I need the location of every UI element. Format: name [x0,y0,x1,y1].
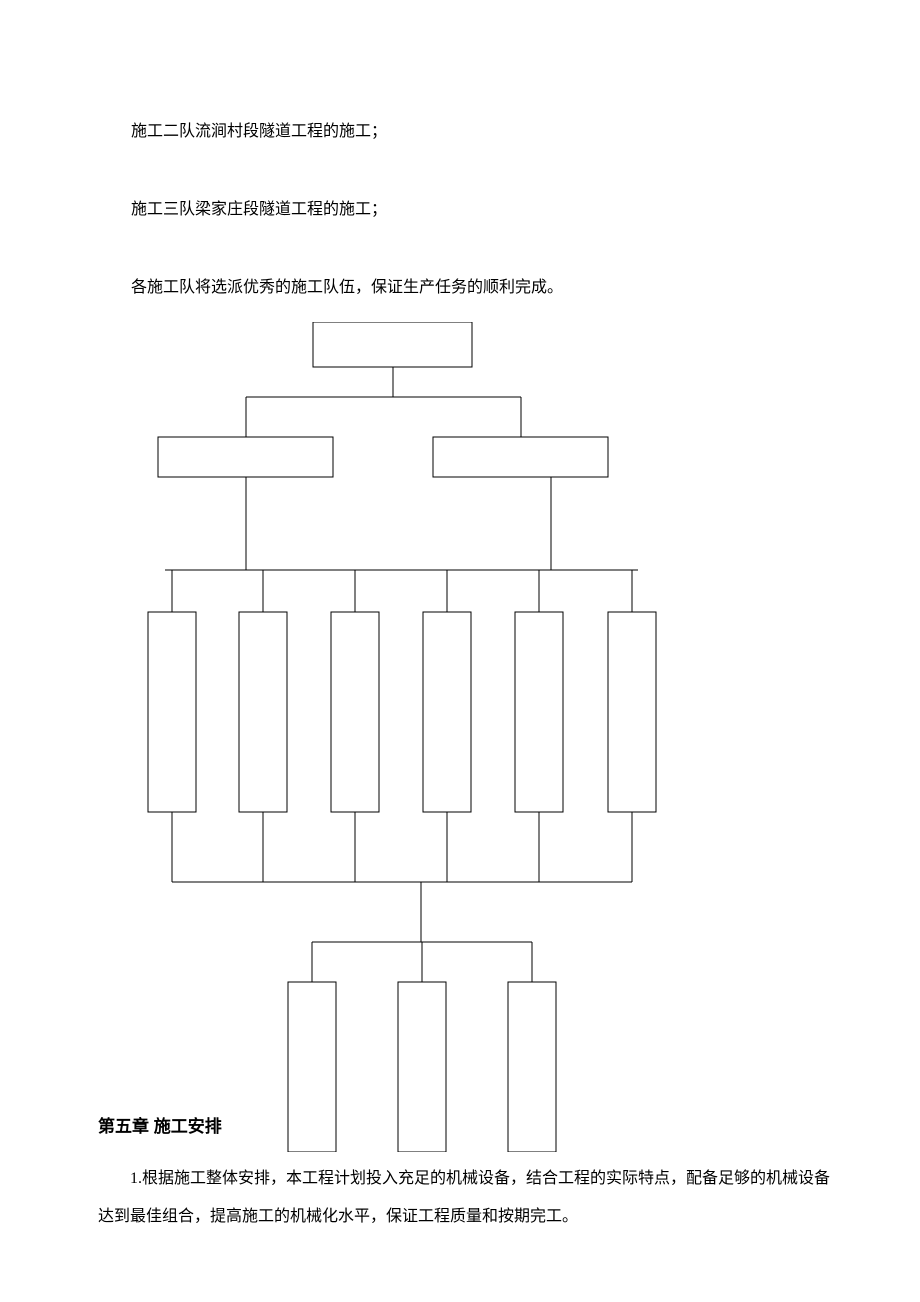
paragraph-2: 施工三队梁家庄段隧道工程的施工； [131,198,387,222]
org-chart-diagram [3,322,723,1152]
body-text-content: 1.根据施工整体安排，本工程计划投入充足的机械设备，结合工程的实际特点，配备足够… [98,1170,830,1225]
paragraph-3: 各施工队将选派优秀的施工队伍，保证生产任务的顺利完成。 [131,276,563,300]
body-paragraph: 1.根据施工整体安排，本工程计划投入充足的机械设备，结合工程的实际特点，配备足够… [98,1160,833,1237]
paragraph-1: 施工二队流涧村段隧道工程的施工； [131,120,387,144]
chapter-heading: 第五章 施工安排 [98,1112,222,1137]
